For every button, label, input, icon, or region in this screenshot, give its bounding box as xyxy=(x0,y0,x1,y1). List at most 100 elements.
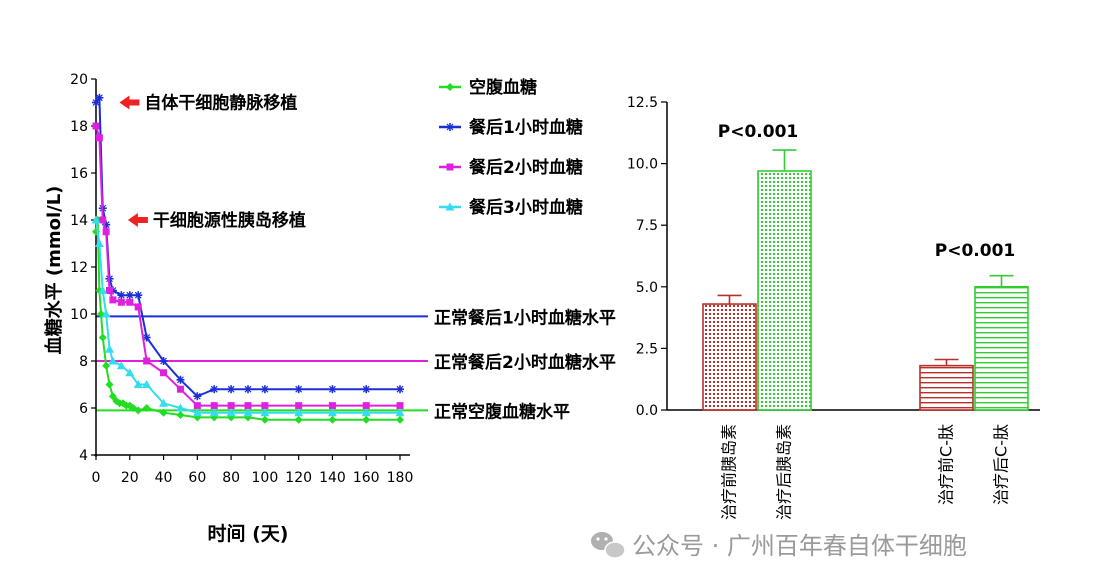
red-arrow-icon xyxy=(127,213,148,227)
y-tick-label: 10.0 xyxy=(627,157,658,173)
data-point xyxy=(102,361,111,370)
x-tick-label: 20 xyxy=(121,470,139,486)
reference-lines xyxy=(96,315,428,412)
data-point xyxy=(105,344,115,353)
legend-label: 餐后1小时血糖 xyxy=(469,117,583,138)
data-point xyxy=(134,303,142,311)
y-tick-label: 12.5 xyxy=(627,95,658,111)
y-tick-label: 18 xyxy=(70,119,88,135)
series-line xyxy=(95,94,400,398)
data-point xyxy=(175,403,185,412)
data-point xyxy=(108,392,117,401)
data-point xyxy=(102,228,110,236)
y-tick-label: 7.5 xyxy=(636,218,658,234)
y-tick-label: 8 xyxy=(79,354,88,370)
legend-label: 餐后2小时血糖 xyxy=(469,157,583,178)
y-tick-label: 4 xyxy=(79,448,88,464)
data-point xyxy=(95,134,103,142)
data-point xyxy=(134,291,143,300)
legend-label: 空腹血糖 xyxy=(469,77,537,98)
y-tick-label: 12 xyxy=(70,260,88,276)
data-point xyxy=(159,408,168,417)
watermark-text: 公众号 · 广州百年春自体干细胞 xyxy=(632,532,967,560)
data-point xyxy=(117,298,125,306)
p-value-label: P<0.001 xyxy=(935,241,1015,261)
data-point xyxy=(126,298,134,306)
data-point xyxy=(133,380,143,388)
data-point xyxy=(244,402,252,410)
data-point xyxy=(176,375,185,384)
data-point xyxy=(106,287,114,294)
data-point xyxy=(109,296,117,304)
data-point xyxy=(98,286,108,294)
y-tick-label: 20 xyxy=(70,72,88,88)
y-axis-label: 血糖水平 (mmol/L) xyxy=(43,186,65,355)
bar xyxy=(974,285,1029,411)
data-point xyxy=(227,385,236,394)
x-tick-label: 160 xyxy=(353,470,380,486)
data-point xyxy=(134,406,143,415)
data-point xyxy=(226,408,236,417)
category-label: 治疗前C-肽 xyxy=(937,424,956,505)
annotation-label: 干细胞源性胰岛移植 xyxy=(153,210,306,231)
legend-marker xyxy=(446,123,454,131)
series-line xyxy=(95,125,400,407)
data-point xyxy=(396,385,404,394)
category-label: 治疗后C-肽 xyxy=(992,424,1011,505)
y-tick-label: 16 xyxy=(70,166,88,182)
data-point xyxy=(160,369,168,377)
annotation-label: 自体干细胞静脉移植 xyxy=(144,93,297,114)
legend-marker xyxy=(446,163,454,171)
data-point xyxy=(244,385,252,394)
reference-line-label: 正常餐后1小时血糖水平 xyxy=(434,307,616,328)
data-point xyxy=(92,122,100,130)
y-tick-label: 2.5 xyxy=(636,341,658,357)
data-point xyxy=(192,408,202,417)
data-point xyxy=(176,411,185,420)
data-point xyxy=(105,380,114,389)
data-point xyxy=(227,402,235,410)
bar xyxy=(919,364,974,411)
left-axes: 4 6 8 10 12 14 16 18 20 0 20 40 60 80 100 120 140 160 180 xyxy=(70,72,413,486)
data-point xyxy=(99,216,107,224)
data-point xyxy=(176,385,184,393)
p-value-label: P<0.001 xyxy=(718,122,798,142)
data-point xyxy=(328,385,337,394)
x-tick-label: 100 xyxy=(252,470,279,486)
bar xyxy=(702,303,757,411)
x-tick-label: 80 xyxy=(222,470,240,486)
data-point xyxy=(361,408,371,417)
data-point xyxy=(98,333,107,342)
data-point xyxy=(95,93,104,102)
data-point xyxy=(193,392,202,401)
data-point xyxy=(328,415,337,424)
data-point xyxy=(108,356,118,365)
data-point xyxy=(94,239,104,247)
data-point xyxy=(243,408,253,417)
data-point xyxy=(142,404,151,412)
red-arrow-icon xyxy=(119,95,140,110)
x-tick-label: 0 xyxy=(92,470,101,486)
data-point xyxy=(362,415,371,424)
data-point xyxy=(193,402,201,410)
category-label: 治疗后胰岛素 xyxy=(775,424,794,520)
data-point xyxy=(362,385,371,394)
x-tick-label: 40 xyxy=(155,470,173,486)
data-point xyxy=(209,408,219,417)
data-point xyxy=(260,415,269,424)
legend-marker xyxy=(445,202,455,211)
data-point xyxy=(294,385,303,394)
x-tick-label: 180 xyxy=(387,470,414,486)
x-axis-label: 时间 (天) xyxy=(208,523,289,545)
data-point xyxy=(395,408,405,417)
data-point xyxy=(261,402,269,410)
series-lines xyxy=(91,93,405,424)
x-tick-label: 140 xyxy=(319,470,346,486)
y-tick-label: 14 xyxy=(70,213,88,229)
data-point xyxy=(294,408,304,417)
reference-line-label: 正常餐后2小时血糖水平 xyxy=(434,352,616,373)
data-point xyxy=(125,291,134,300)
insulin-cpeptide-bar-chart: 0.02.55.07.510.012.5 治疗前胰岛素 治疗后胰岛素 治疗前C-肽治… xyxy=(627,95,1040,520)
